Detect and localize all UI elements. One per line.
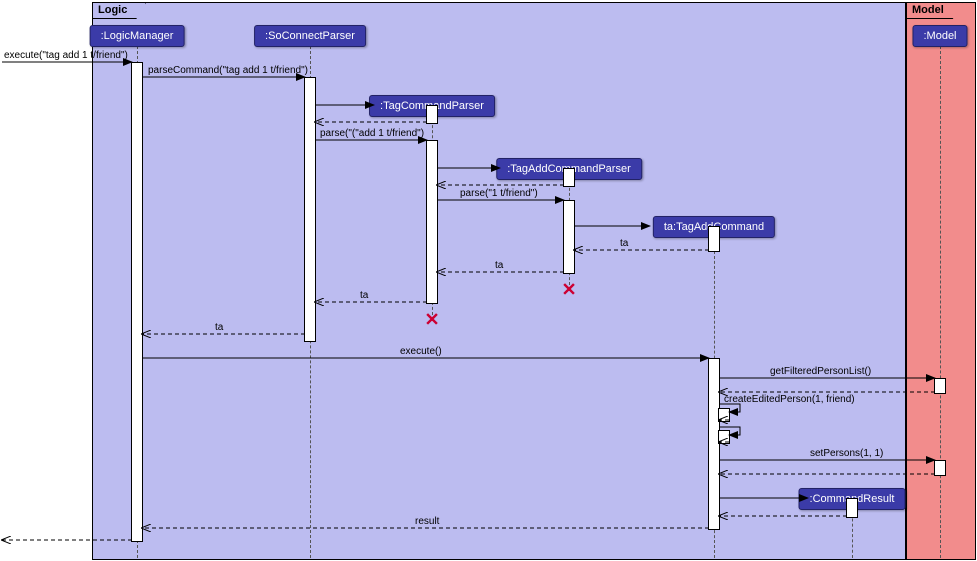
lifeline-model (940, 46, 941, 558)
activation (304, 77, 316, 342)
activation (426, 140, 438, 304)
activation (934, 378, 946, 394)
msg-label: parse("("add 1 t/friend") (320, 128, 424, 139)
model-frame-label: Model (906, 2, 963, 19)
msg-label: parse("1 t/friend") (460, 188, 538, 199)
participant-logicmanager: :LogicManager (90, 25, 185, 47)
activation (131, 62, 143, 542)
sequence-diagram: Logic Model :LogicManager :SoConnectPars… (0, 0, 977, 561)
msg-label: parseCommand("tag add 1 t/friend") (148, 65, 308, 76)
activation (563, 200, 575, 274)
activation (563, 168, 575, 187)
activation (426, 105, 438, 124)
msg-label: setPersons(1, 1) (810, 448, 883, 459)
activation (846, 498, 858, 518)
activation (718, 430, 730, 444)
msg-label: ta (495, 260, 503, 271)
activation (718, 408, 730, 422)
msg-label: execute() (400, 346, 442, 357)
msg-label: ta (215, 322, 223, 333)
msg-label: result (415, 516, 439, 527)
activation (934, 460, 946, 476)
activation (708, 358, 720, 530)
msg-label: ta (620, 238, 628, 249)
msg-label: execute("tag add 1 t/friend") (4, 50, 128, 61)
participant-model: :Model (912, 25, 967, 47)
msg-label: createEditedPerson(1, friend) (724, 394, 855, 405)
msg-label: ta (360, 290, 368, 301)
participant-parser: :SoConnectParser (254, 25, 366, 47)
destroy-icon: ✕ (561, 280, 576, 301)
model-frame: Model (906, 2, 976, 560)
logic-frame-label: Logic (92, 2, 146, 19)
logic-frame: Logic (92, 2, 906, 560)
destroy-icon: ✕ (424, 310, 439, 331)
msg-label: getFilteredPersonList() (770, 366, 871, 377)
activation (708, 226, 720, 252)
